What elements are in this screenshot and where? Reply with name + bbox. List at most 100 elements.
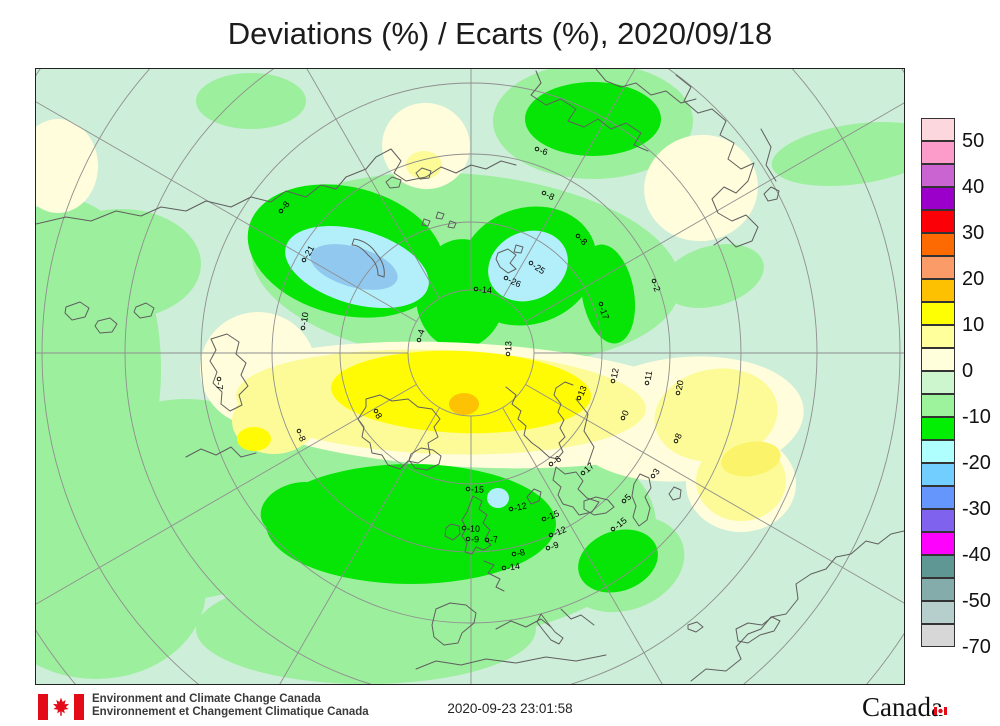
colorbar-swatch [921, 302, 955, 325]
colorbar-swatch [921, 233, 955, 256]
station-value: -15 [541, 508, 561, 523]
svg-text:-6: -6 [538, 145, 549, 157]
colorbar-swatch [921, 440, 955, 463]
station-value: -9 [465, 534, 479, 544]
colorbar-swatch [921, 624, 955, 647]
colorbar-swatch [921, 394, 955, 417]
svg-text:17: 17 [582, 461, 596, 475]
colorbar-tick-label: 10 [962, 314, 985, 336]
colorbar-swatch [921, 279, 955, 302]
svg-text:-15: -15 [545, 508, 561, 522]
colorbar-tick-label: 0 [962, 360, 974, 382]
colorbar-tick-label: -50 [962, 590, 991, 612]
deviation-regions-layer [36, 69, 904, 684]
svg-text:-4: -4 [415, 328, 427, 338]
svg-text:-10: -10 [299, 311, 311, 325]
colorbar-tick-label: 50 [962, 130, 985, 152]
generation-timestamp: 2020-09-23 23:01:58 [447, 701, 573, 716]
svg-text:-12: -12 [513, 500, 528, 513]
station-value: -10 [461, 523, 480, 534]
svg-text:11: 11 [643, 370, 654, 381]
colorbar-tick-label: -20 [962, 452, 991, 474]
station-value: -8 [511, 547, 526, 558]
colorbar-swatch [921, 486, 955, 509]
station-value: 12 [609, 367, 621, 384]
colorbar-tick-label: -10 [962, 406, 991, 428]
station-value: -14 [501, 561, 521, 573]
svg-text:8: 8 [373, 411, 384, 420]
svg-text:3: 3 [651, 467, 662, 477]
station-value: -12 [508, 500, 528, 513]
colorbar-swatch [921, 601, 955, 624]
graticule-layer [36, 69, 904, 684]
canada-flag-icon [38, 694, 84, 725]
station-value: -6 [534, 145, 549, 157]
coastlines-layer [36, 69, 904, 682]
svg-text:-8: -8 [296, 432, 308, 443]
station-value: 13 [503, 341, 514, 357]
colorbar-swatch [921, 463, 955, 486]
station-value: 0 [620, 409, 631, 421]
station-value: -4 [415, 328, 427, 343]
canada-wordmark: Canada [862, 692, 947, 723]
svg-text:-10: -10 [467, 523, 480, 534]
station-value: 3 [651, 467, 662, 479]
colorbar-swatch [921, 118, 955, 141]
svg-text:12: 12 [609, 367, 621, 379]
station-value: 17 [580, 461, 596, 476]
colorbar-tick-label: -40 [962, 544, 991, 566]
svg-text:-8: -8 [545, 190, 556, 202]
station-value: -26 [503, 275, 523, 290]
station-value: -7 [214, 376, 225, 390]
svg-text:-9: -9 [549, 539, 560, 551]
colorbar-tick-label: 40 [962, 176, 985, 198]
svg-text:0: 0 [620, 409, 631, 418]
colorbar-swatch [921, 578, 955, 601]
map-canvas: -8 -21 -6 -8 -8 -25 -26 -14 -17 -2 -4 13 8 -10 -7 -8 12 1… [35, 68, 905, 685]
colorbar-swatch [921, 532, 955, 555]
station-value: -15 [465, 484, 484, 495]
colorbar-swatch [921, 371, 955, 394]
svg-text:-15: -15 [471, 484, 484, 494]
station-value: 13 [576, 384, 589, 401]
colorbar-swatch [921, 555, 955, 578]
svg-text:-26: -26 [507, 275, 523, 290]
svg-text:-7: -7 [490, 534, 499, 545]
svg-text:-7: -7 [214, 381, 225, 390]
svg-text:8: 8 [673, 432, 684, 441]
colorbar-swatch [921, 509, 955, 532]
colorbar-swatch [921, 187, 955, 210]
station-value: -14 [473, 284, 492, 295]
colorbar-tick-label: 20 [962, 268, 985, 290]
page-title: Deviations (%) / Ecarts (%), 2020/09/18 [227, 16, 773, 51]
colorbar-legend: 50 40 30 20 10 0 -10 -20 -30 -40 -50 -70 [921, 118, 1000, 658]
station-value: -10 [299, 311, 311, 331]
station-value: -12 [548, 524, 568, 539]
canada-wordmark-flag-icon [933, 691, 947, 722]
svg-text:13: 13 [576, 384, 589, 397]
org-name-fr: Environnement et Changement Climatique C… [92, 706, 369, 718]
colorbar-swatch [921, 141, 955, 164]
colorbar-swatch [921, 256, 955, 279]
station-value: -17 [597, 301, 611, 321]
svg-text:20: 20 [674, 379, 686, 391]
station-value: 8 [373, 408, 384, 421]
org-name: Environment and Climate Change Canada En… [92, 693, 369, 719]
station-value: -7 [484, 534, 499, 545]
colorbar-swatch [921, 325, 955, 348]
colorbar-swatch [921, 417, 955, 440]
colorbar-tick-label: 30 [962, 222, 985, 244]
station-value: 5 [621, 492, 634, 504]
station-value: -9 [545, 539, 560, 552]
colorbar-swatch [921, 164, 955, 187]
colorbar-tick-label: -70 [962, 636, 991, 658]
colorbar-swatch [921, 348, 955, 371]
footer: Environment and Climate Change Canada En… [0, 690, 1000, 726]
svg-text:-17: -17 [597, 305, 611, 321]
svg-text:5: 5 [623, 492, 634, 503]
station-value: -8 [541, 190, 556, 202]
svg-text:13: 13 [503, 341, 513, 351]
